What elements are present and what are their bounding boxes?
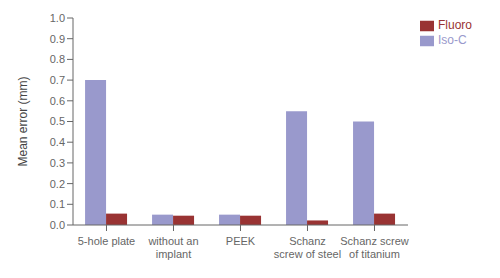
svg-text:0.1: 0.1 [50, 198, 65, 210]
svg-text:0.8: 0.8 [50, 53, 65, 65]
svg-text:1.0: 1.0 [50, 12, 65, 24]
svg-text:0.9: 0.9 [50, 33, 65, 45]
svg-text:0.5: 0.5 [50, 115, 65, 127]
svg-text:0.4: 0.4 [50, 136, 65, 148]
svg-text:0.0: 0.0 [50, 219, 65, 231]
svg-text:5-hole plate: 5-hole plate [78, 235, 136, 247]
svg-text:0.6: 0.6 [50, 95, 65, 107]
svg-text:Mean error (mm): Mean error (mm) [16, 76, 30, 166]
html-text:Iso-C: Iso-C [438, 32, 467, 47]
svg-text:without animplant: without animplant [147, 235, 198, 260]
svg-text:Schanzscrew of steel: Schanzscrew of steel [274, 235, 341, 260]
svg-text:0.2: 0.2 [50, 178, 65, 190]
svg-text:0.3: 0.3 [50, 157, 65, 169]
html-text:Fluoro: Fluoro [438, 18, 472, 32]
svg-text:Schanz screwof titanium: Schanz screwof titanium [340, 235, 409, 260]
svg-text:PEEK: PEEK [226, 235, 256, 247]
svg-text:0.7: 0.7 [50, 74, 65, 86]
